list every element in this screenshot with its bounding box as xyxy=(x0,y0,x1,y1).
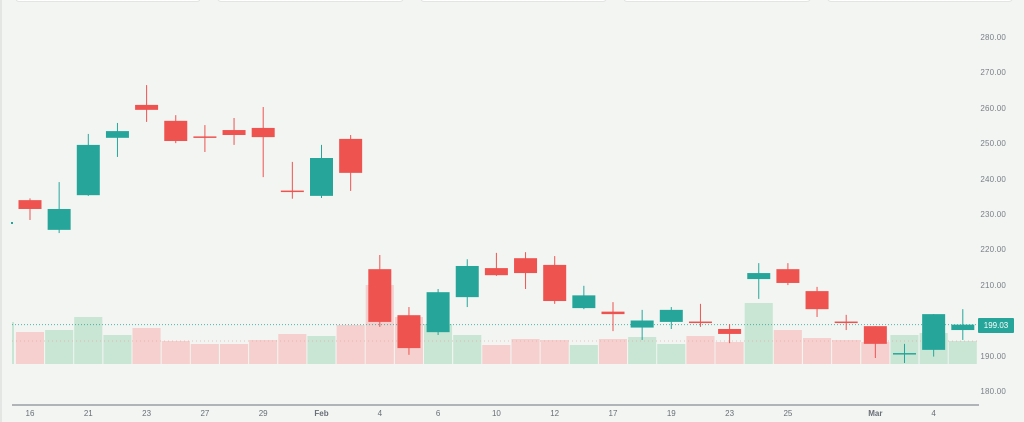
volume-bar xyxy=(540,340,569,364)
candle-body[interactable] xyxy=(601,311,625,315)
candle-body[interactable] xyxy=(543,264,567,302)
volume-bar xyxy=(45,330,74,364)
candle-body[interactable] xyxy=(951,324,975,331)
volume-bar xyxy=(278,334,307,364)
y-tick-label: 230.00 xyxy=(980,210,1006,219)
x-tick-label: 6 xyxy=(435,409,441,418)
candle-body[interactable] xyxy=(659,309,683,322)
volume-bar xyxy=(832,340,861,364)
candle-body[interactable] xyxy=(368,269,392,322)
candle-body[interactable] xyxy=(805,291,829,310)
candle-body[interactable] xyxy=(280,190,304,193)
volume-bar xyxy=(190,344,219,364)
volume-bar xyxy=(948,341,977,364)
candle-body[interactable] xyxy=(251,127,275,138)
x-tick-label: 4 xyxy=(931,409,936,418)
candle-body[interactable] xyxy=(630,320,654,328)
x-tick-label: 12 xyxy=(550,409,560,418)
x-tick-label: 19 xyxy=(666,409,676,418)
x-tick-label: Feb xyxy=(314,409,329,418)
x-tick-label: 23 xyxy=(142,409,152,418)
volume-bar xyxy=(103,335,132,364)
x-tick-label: 25 xyxy=(783,409,793,418)
volume-bar xyxy=(511,339,540,364)
x-tick-label: 27 xyxy=(200,409,210,418)
y-tick-label: 180.00 xyxy=(980,387,1006,396)
x-tick-label: 21 xyxy=(83,409,93,418)
candle-body[interactable] xyxy=(776,269,800,283)
candle-body[interactable] xyxy=(922,314,946,350)
volume-bar xyxy=(336,325,365,364)
candle-body[interactable] xyxy=(718,328,742,334)
candle-body[interactable] xyxy=(893,353,916,355)
volume-bar xyxy=(220,344,249,364)
last-price-label: 199.03 xyxy=(978,318,1014,333)
volume-bar xyxy=(569,345,598,364)
candle-body[interactable] xyxy=(397,315,421,349)
candle-body[interactable] xyxy=(426,292,450,333)
candle-body[interactable] xyxy=(834,321,858,324)
candle-body[interactable] xyxy=(135,104,159,110)
candle-body[interactable] xyxy=(455,265,479,298)
candle-body[interactable] xyxy=(222,130,246,135)
y-tick-label: 210.00 xyxy=(980,280,1006,290)
candle-body[interactable] xyxy=(310,158,333,196)
candle-body[interactable] xyxy=(339,138,363,173)
volume-bar xyxy=(249,340,278,364)
volume-bar xyxy=(598,339,627,364)
candle-body[interactable] xyxy=(105,131,129,138)
partial-candle xyxy=(11,222,13,224)
candle-body[interactable] xyxy=(484,268,508,276)
y-tick-label: 260.00 xyxy=(980,103,1006,113)
volume-bar xyxy=(803,338,832,364)
x-tick-label: 4 xyxy=(377,409,383,418)
volume-bar xyxy=(715,342,744,364)
volume-bar xyxy=(657,344,686,364)
candle-body[interactable] xyxy=(193,136,217,138)
candle-body[interactable] xyxy=(47,208,71,230)
volume-bar xyxy=(12,322,14,364)
candle-body[interactable] xyxy=(18,200,42,209)
x-tick-label: 16 xyxy=(25,409,35,418)
x-tick-label: 10 xyxy=(491,409,501,418)
candle-body[interactable] xyxy=(863,326,887,344)
x-tick-label: 17 xyxy=(608,409,618,418)
volume-bar xyxy=(744,303,773,364)
y-tick-label: 220.00 xyxy=(980,245,1006,255)
y-tick-label: 280.00 xyxy=(980,33,1006,42)
y-tick-label: 240.00 xyxy=(980,174,1006,184)
x-tick-label: 29 xyxy=(258,409,268,418)
candle-body[interactable] xyxy=(514,258,538,274)
chart-left-border xyxy=(0,0,2,422)
y-tick-label: 250.00 xyxy=(980,139,1006,149)
volume-bar xyxy=(686,336,715,364)
volume-bar xyxy=(773,330,802,364)
volume-bar xyxy=(161,341,190,364)
volume-bar xyxy=(307,336,336,364)
candle-body[interactable] xyxy=(164,120,188,142)
volume-bar xyxy=(482,345,511,364)
y-tick-label: 190.00 xyxy=(980,351,1006,361)
x-tick-label: Mar xyxy=(868,409,883,418)
candle-body[interactable] xyxy=(688,321,712,324)
volume-bar xyxy=(453,335,482,364)
volume-bar xyxy=(132,328,161,364)
candle-body[interactable] xyxy=(747,273,771,280)
volume-bar xyxy=(15,332,44,364)
y-tick-label: 270.00 xyxy=(980,68,1006,78)
x-tick-label: 23 xyxy=(725,409,735,418)
candle-body[interactable] xyxy=(76,144,100,196)
candle-body[interactable] xyxy=(572,295,596,309)
